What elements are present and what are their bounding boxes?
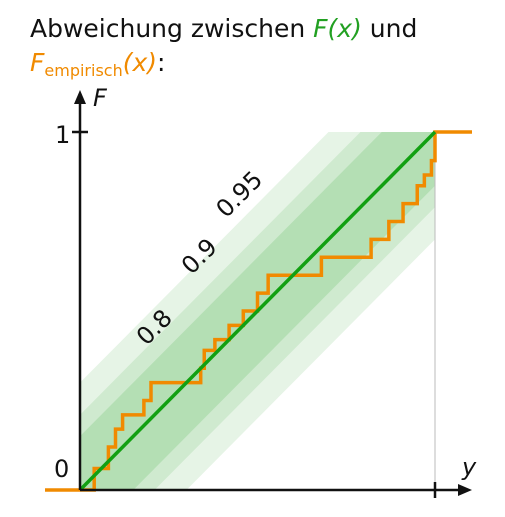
tick-label-one: 1 xyxy=(55,121,70,149)
theoretical-cdf-line xyxy=(78,130,437,492)
heading-line-2: Fempirisch(x): xyxy=(30,48,165,81)
x-argument: (x) xyxy=(122,48,158,77)
y-axis-arrow-icon xyxy=(74,90,86,104)
empirical-cdf-line xyxy=(45,130,472,492)
F-letter: F xyxy=(30,48,45,77)
x-argument: (x) xyxy=(327,14,362,43)
F-letter: F xyxy=(313,14,328,43)
tick-label-zero: 0 xyxy=(54,455,69,483)
empirical-cdf-symbol: Fempirisch(x) xyxy=(30,48,158,80)
colon: : xyxy=(157,48,166,77)
axes xyxy=(72,90,472,498)
x-axis-arrow-icon xyxy=(458,484,472,496)
heading-suffix: und xyxy=(361,14,418,43)
x-axis-label: y xyxy=(461,453,477,481)
heading-prefix: Abweichung zwischen xyxy=(30,14,314,43)
theoretical-cdf-symbol: F(x) xyxy=(313,14,362,43)
empirisch-subscript: empirisch xyxy=(44,61,123,80)
y-axis-label: F xyxy=(93,84,108,112)
heading-line-1: Abweichung zwischen F(x) und xyxy=(30,14,417,44)
